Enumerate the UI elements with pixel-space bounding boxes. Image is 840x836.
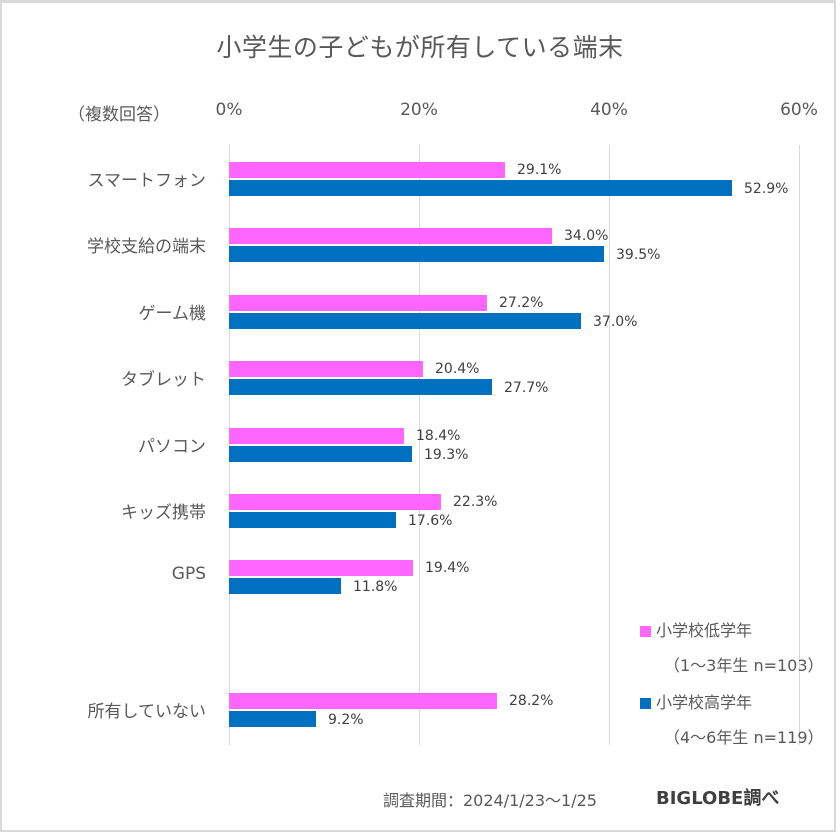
category-label: 学校支給の端末: [87, 237, 206, 258]
x-tick-label: 20%: [400, 100, 438, 120]
legend-label: 小学校低学年: [656, 621, 753, 640]
bar-low-grade: [229, 162, 505, 178]
gridline-40: [609, 145, 610, 745]
bar-low-grade: [229, 361, 423, 377]
data-label: 27.2%: [499, 295, 544, 311]
bar-low-grade: [229, 228, 552, 244]
bar-low-grade: [229, 295, 487, 311]
bar-low-grade: [229, 560, 413, 576]
bar-low-grade: [229, 428, 404, 444]
bar-low-grade: [229, 494, 441, 510]
data-label: 29.1%: [517, 162, 562, 178]
bar-high-grade: [229, 446, 412, 462]
legend-swatch-pink: [640, 626, 651, 637]
category-label: タブレット: [121, 370, 206, 391]
gridline-0: [229, 145, 230, 745]
data-label: 52.9%: [744, 181, 789, 197]
data-label: 20.4%: [435, 361, 480, 377]
category-label: GPS: [171, 564, 206, 585]
category-label: スマートフォン: [87, 171, 207, 191]
legend-sub-low-grade: （1～3年生 n=103）: [664, 656, 824, 675]
x-tick-label: 40%: [590, 100, 628, 120]
data-label: 28.2%: [509, 693, 554, 709]
data-label: 39.5%: [616, 247, 661, 263]
gridline-60: [799, 145, 800, 745]
bar-high-grade: [229, 578, 341, 594]
legend-sub-high-grade: （4～6年生 n=119）: [664, 728, 824, 747]
bar-high-grade: [229, 313, 581, 329]
category-label: キッズ携帯: [121, 503, 206, 523]
gridline-20: [419, 145, 420, 745]
category-label: パソコン: [138, 436, 206, 457]
data-label: 19.3%: [424, 447, 469, 463]
bar-high-grade: [229, 512, 396, 528]
data-label: 9.2%: [328, 712, 364, 728]
data-label: 17.6%: [408, 513, 453, 529]
bar-low-grade: [229, 693, 497, 709]
legend-item-low-grade: 小学校低学年: [640, 617, 752, 641]
data-label: 37.0%: [593, 314, 638, 330]
chart-title: 小学生の子どもが所有している端末: [216, 33, 624, 62]
category-label: 所有していない: [87, 702, 207, 723]
legend-swatch-blue: [640, 698, 651, 709]
legend-label: 小学校高学年: [656, 693, 753, 712]
multiple-answer-note: （複数回答）: [68, 105, 170, 125]
x-tick-label: 0%: [215, 100, 243, 120]
survey-period: 調査期間：2024/1/23～1/25: [383, 791, 597, 810]
legend-item-high-grade: 小学校高学年: [640, 689, 752, 713]
bar-high-grade: [229, 711, 316, 727]
data-label: 27.7%: [504, 380, 549, 396]
category-label: ゲーム機: [138, 303, 207, 324]
data-label: 18.4%: [416, 428, 461, 444]
bar-high-grade: [229, 180, 732, 196]
data-label: 22.3%: [453, 494, 498, 510]
bar-high-grade: [229, 379, 492, 395]
data-label: 34.0%: [564, 228, 609, 244]
data-label: 19.4%: [425, 560, 470, 576]
data-label: 11.8%: [353, 579, 398, 595]
x-tick-label: 60%: [780, 100, 818, 120]
source-credit: BIGLOBE調べ: [656, 788, 780, 809]
bar-high-grade: [229, 246, 604, 262]
